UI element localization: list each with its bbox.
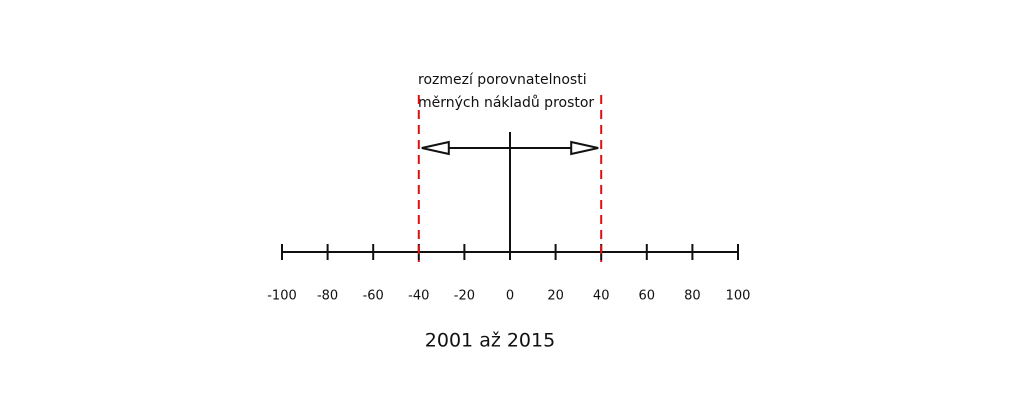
- annotation-line: rozmezí porovnatelnosti: [418, 72, 587, 88]
- caption: 2001 až 2015: [425, 330, 555, 352]
- tick-label: 20: [547, 289, 564, 304]
- annotation-line: měrných nákladů prostor: [418, 95, 594, 111]
- arrow-head: [421, 140, 450, 156]
- tick-label: -40: [408, 289, 429, 304]
- tick-label: -60: [363, 289, 384, 304]
- tick-label: -80: [317, 289, 338, 304]
- tick-label: 40: [593, 289, 610, 304]
- arrow-head: [570, 140, 599, 156]
- tick-label: 0: [506, 289, 514, 304]
- tick-label: 100: [726, 289, 751, 304]
- tick-label: -20: [454, 289, 475, 304]
- tick-label: 80: [684, 289, 701, 304]
- tick-label: -100: [267, 289, 297, 304]
- tick-label: 60: [639, 289, 656, 304]
